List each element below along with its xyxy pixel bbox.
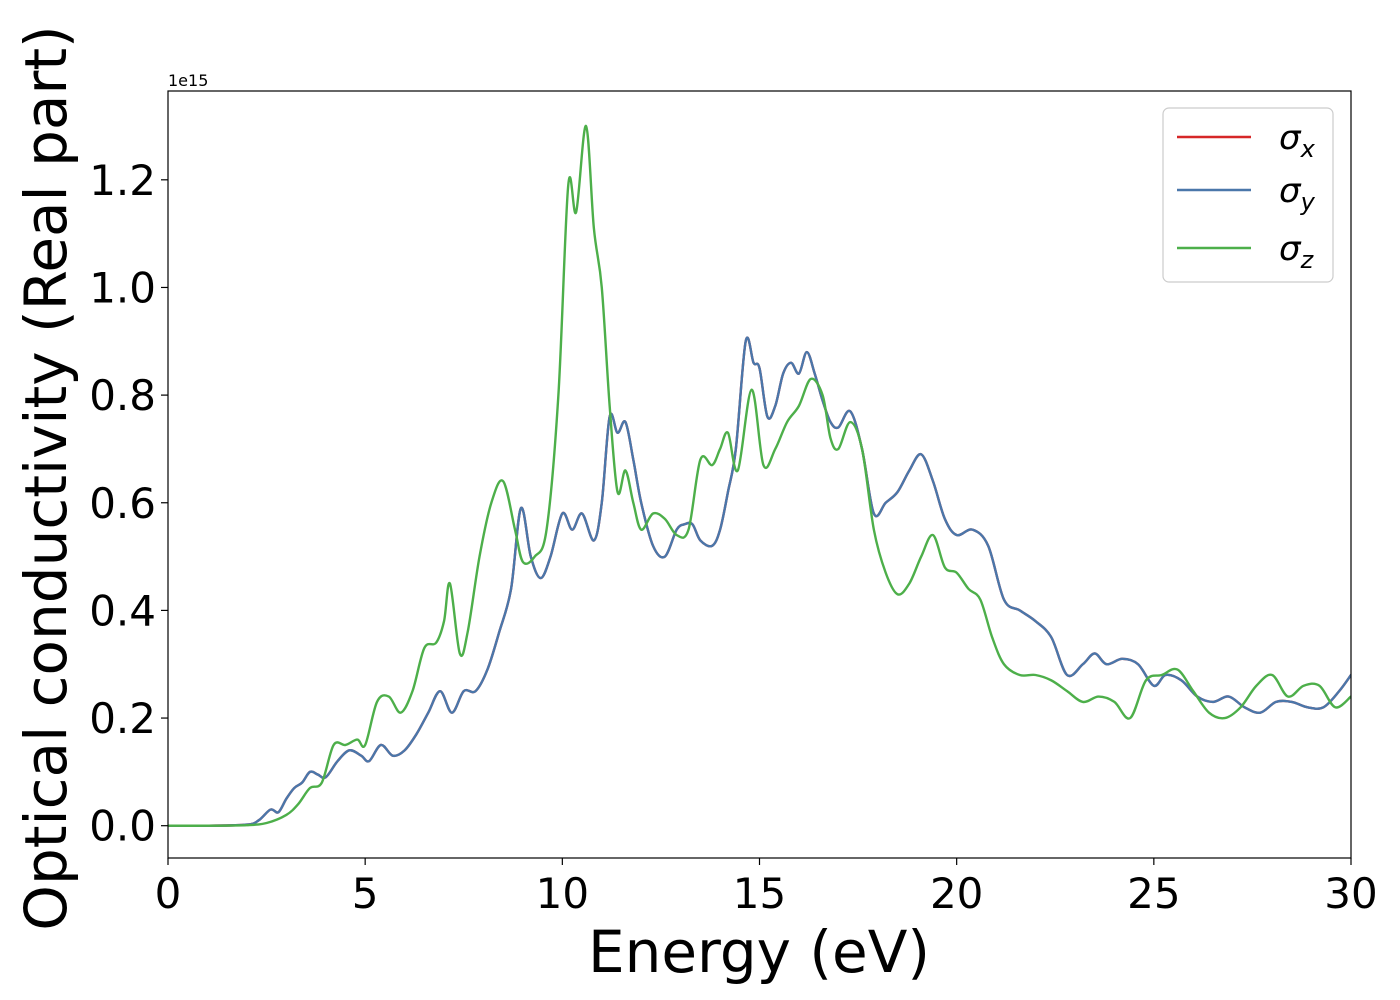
x-tick-label: 20	[930, 869, 983, 918]
legend-label-x: σx	[1279, 118, 1316, 163]
y-tick-label: 0.2	[89, 694, 156, 743]
y-axis-label: Optical conductivity (Real part)	[12, 25, 80, 930]
x-tick-label: 0	[155, 869, 182, 918]
y-tick-label: 0.6	[89, 479, 156, 528]
y-tick-label: 1.0	[89, 263, 156, 312]
y-tick-label: 0.8	[89, 371, 156, 420]
x-tick-label: 25	[1127, 869, 1180, 918]
x-tick-label: 10	[536, 869, 589, 918]
plot-area	[167, 90, 1352, 859]
legend-box	[1162, 107, 1334, 283]
legend-entries: σx σy σz	[1177, 118, 1316, 274]
series-line-y	[168, 336, 1351, 827]
series-layer	[168, 124, 1351, 827]
series-line-z	[168, 124, 1351, 827]
x-tick-label: 5	[352, 869, 379, 918]
y-offset-label: 1e15	[168, 71, 208, 90]
x-axis-label: Energy (eV)	[588, 918, 930, 986]
y-tick-label: 0.4	[89, 586, 156, 635]
x-tick-label: 15	[733, 869, 786, 918]
legend: σx σy σz	[1162, 107, 1334, 283]
y-tick-label: 0.0	[89, 802, 156, 851]
y-tick-label: 1.2	[89, 156, 156, 205]
x-tick-label: 30	[1324, 869, 1377, 918]
legend-label-y: σy	[1279, 171, 1316, 216]
y-axis-ticks: 0.0 0.2 0.4 0.6 0.8 1.0 1.2	[89, 156, 168, 851]
legend-label-z: σz	[1279, 229, 1315, 274]
x-axis-ticks: 0 5 10 15 20 25 30	[155, 858, 1378, 918]
